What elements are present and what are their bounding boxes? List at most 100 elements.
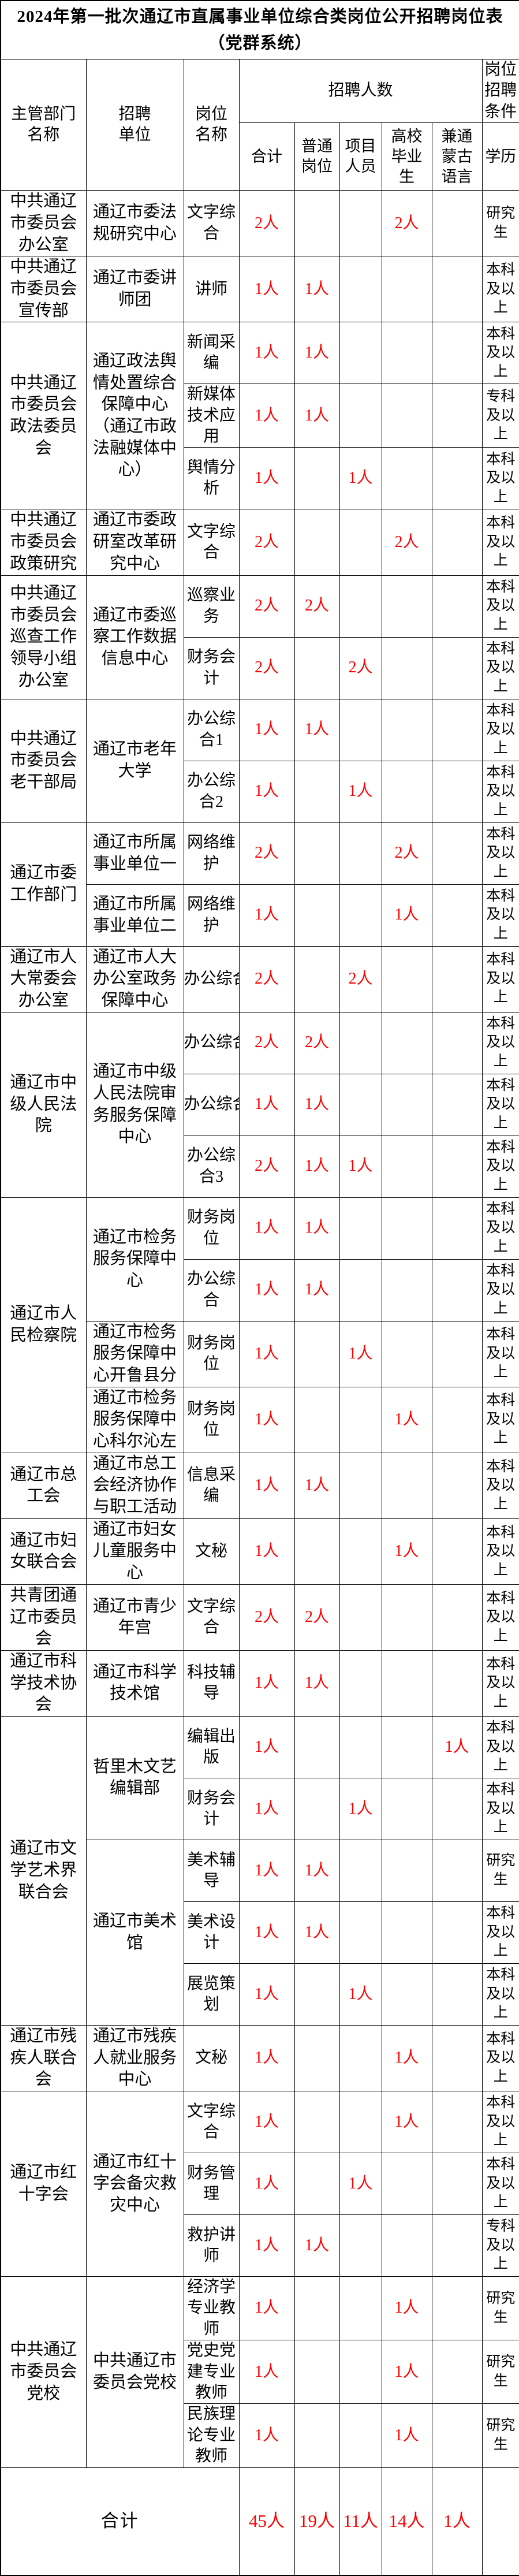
count-mongolian-cell [431, 1135, 483, 1198]
position-row: 通辽市人 民检察院 通辽市检务 服务保障中 心财务岗 位 1人 1人 本科 及以 上 [0, 1197, 519, 1453]
position-cell: 财务岗 位 [183, 1197, 240, 1260]
education-cell: 本科 及以 上 [481, 256, 519, 323]
unit-cell: 通辽市委讲 师团 [85, 256, 184, 323]
page-title: 2024年第一批次通辽市直属事业单位综合类岗位公开招聘岗位表 （党群系统） [0, 0, 519, 59]
position-row: 通辽市残 疾人联合 会通辽市残疾 人就业服务 中心 文秘 1人 1人 本科 及以 上 [0, 2024, 519, 2092]
department-cell: 中共通辽 市委员会 宣传部 [0, 256, 87, 323]
count-general-cell [294, 1963, 340, 2026]
total-row: 合计 45人 19人 11人 14人 1人 [0, 2467, 519, 2576]
count-total-cell: 1人 [238, 1073, 295, 1136]
position-cell: 新媒体 技术应 用 [183, 384, 240, 448]
col-header-education: 学历 [481, 122, 519, 191]
count-graduate-cell [381, 1715, 432, 1778]
count-project-cell [339, 1901, 382, 1964]
education-cell: 本科 及以 上 [481, 2153, 519, 2216]
position-row: 中共通辽 市委员会 巡查工作 领导小组 办公室 通辽市委巡 察工作数据 信息中心巡… [0, 575, 519, 699]
count-total-cell: 1人 [238, 2214, 295, 2277]
count-project-cell [339, 1197, 382, 1260]
col-header-position: 岗位 名称 [183, 58, 240, 191]
count-mongolian-cell [431, 509, 483, 576]
count-project-cell [339, 2403, 382, 2468]
count-total-cell: 2人 [238, 945, 295, 1012]
unit-cell: 通辽市残疾 人就业服务 中心 [85, 2024, 184, 2092]
count-mongolian-cell [431, 575, 483, 638]
count-project-cell [339, 322, 382, 385]
count-mongolian-cell [431, 1320, 483, 1387]
position-cell: 经济学 专业教 师 [183, 2276, 240, 2341]
position-cell: 办公综 合2 [183, 760, 240, 823]
education-cell: 研究 生 [481, 190, 519, 257]
count-mongolian-cell [431, 190, 483, 257]
count-general-cell: 1人 [294, 256, 340, 323]
education-cell: 本科 及以 上 [481, 636, 519, 699]
count-project-cell: 1人 [339, 1135, 382, 1198]
count-project-cell: 1人 [339, 447, 382, 510]
count-total-cell: 1人 [238, 2091, 295, 2154]
position-row: 展览策 划 1人 1人 本科 及以 上 [1, 1963, 519, 2026]
position-row: 党史党 建专业 教师 1人 1人 研究 生 [1, 2340, 519, 2404]
position-row: 通辽市红 十字会 通辽市红十 字会备灾救 灾中心 文字综 合 1人 1人 本科 及以 上 [0, 2091, 519, 2277]
count-graduate-cell [381, 1011, 432, 1074]
position-cell: 财务管 理 [183, 2153, 240, 2216]
unit-cell: 通辽市人大 办公室政务 保障中心 [85, 945, 184, 1012]
department-cell: 通辽市人 民检察院 [0, 1197, 87, 1453]
position-cell: 民族理 论专业 教师 [183, 2403, 240, 2468]
count-graduate-cell [381, 1650, 432, 1717]
count-general-cell: 2人 [294, 575, 340, 638]
unit-cell: 通辽市所属 事业单位一 [85, 822, 184, 885]
count-mongolian-cell [431, 1901, 483, 1964]
count-general-cell [294, 884, 340, 947]
count-total-cell: 1人 [238, 760, 295, 823]
position-row: 中共通辽 市委员会 党校 中共通辽市 委员会党校 经济学 专业教 师 1人 1人 研究 生 [0, 2276, 519, 2468]
position-cell: 办公综 合1 [183, 698, 240, 761]
unit-cell: 通辽市总工 会经济协作 与职工活动 [85, 1452, 184, 1519]
position-cell: 文字综 合 [183, 190, 240, 257]
count-mongolian-cell [431, 1518, 483, 1585]
unit-cell: 通辽市中级 人民法院审 务服务保障 中心 [85, 1011, 184, 1198]
count-general-cell: 2人 [294, 1011, 340, 1074]
count-project-cell [339, 509, 382, 576]
education-cell: 本科 及以 上 [481, 1452, 519, 1519]
count-project-cell [339, 2276, 382, 2341]
unit-cell: 通辽市检务 服务保障中 心开鲁县分 [85, 1320, 184, 1387]
count-graduate-cell [381, 1584, 432, 1651]
count-graduate-cell [381, 384, 432, 448]
position-cell: 网络维 护 [183, 822, 240, 885]
count-total-cell: 1人 [238, 256, 295, 323]
position-cell: 讲师 [183, 256, 240, 323]
unit-cell: 中共通辽市 委员会党校 [85, 2276, 184, 2468]
count-graduate-cell: 1人 [381, 2340, 432, 2404]
count-general-cell: 1人 [294, 698, 340, 761]
department-cell: 通辽市妇 女联合会 [0, 1518, 87, 1585]
count-mongolian-cell [431, 1777, 483, 1840]
unit-cell: 通辽市科学 技术馆 [85, 1650, 184, 1717]
position-row: 新媒体 技术应 用 1人 1人 专科 及以 上 [1, 384, 519, 448]
unit-cell: 通辽市检务 服务保障中 心 [85, 1197, 184, 1321]
total-row-project: 11人 [339, 2467, 382, 2576]
education-cell: 本科 及以 上 [481, 1518, 519, 1585]
position-cell: 文字综 合 [183, 509, 240, 576]
col-header-general: 普通 岗位 [294, 122, 340, 191]
count-project-cell [339, 1452, 382, 1519]
count-total-cell: 1人 [238, 1386, 295, 1453]
count-general-cell [294, 509, 340, 576]
count-graduate-cell [381, 636, 432, 699]
education-cell: 本科 及以 上 [481, 575, 519, 638]
count-mongolian-cell [431, 1259, 483, 1321]
education-cell: 本科 及以 上 [481, 1197, 519, 1260]
count-project-cell [339, 884, 382, 947]
position-row: 财务会 计 1人 1人 本科 及以 上 [1, 1777, 519, 1840]
count-mongolian-cell [431, 760, 483, 823]
department-cell: 通辽市文 学艺术界 联合会 [0, 1715, 87, 2026]
count-graduate-cell [381, 447, 432, 510]
count-graduate-cell: 1人 [381, 2403, 432, 2468]
count-general-cell [294, 2276, 340, 2341]
education-cell: 本科 及以 上 [481, 447, 519, 510]
unit-cell: 通辽市妇女 儿童服务中 心 [85, 1518, 184, 1585]
count-total-cell: 1人 [238, 2403, 295, 2468]
total-row-education [481, 2467, 519, 2576]
education-cell: 本科 及以 上 [481, 1650, 519, 1717]
